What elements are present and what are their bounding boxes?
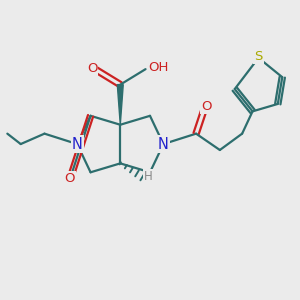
Text: O: O <box>87 62 97 75</box>
Text: H: H <box>143 170 152 183</box>
Text: S: S <box>254 50 263 63</box>
Text: OH: OH <box>148 61 169 74</box>
Text: N: N <box>158 136 169 152</box>
Text: O: O <box>201 100 212 113</box>
Text: N: N <box>72 136 83 152</box>
Text: O: O <box>64 172 75 185</box>
Polygon shape <box>117 85 123 125</box>
